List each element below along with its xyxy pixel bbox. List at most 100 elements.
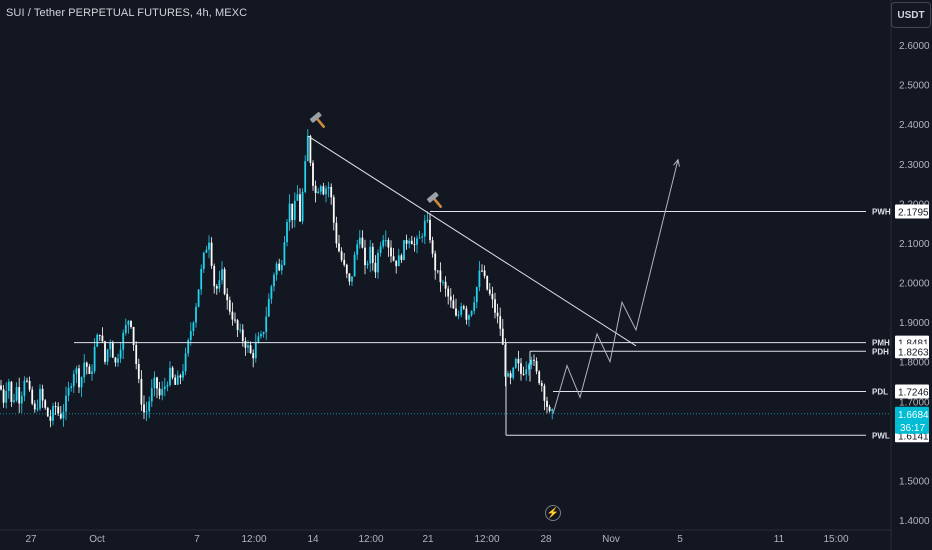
candle-body [400,255,403,260]
candle-body [262,332,265,335]
candle-body [249,345,252,354]
candle-body [332,197,335,223]
last-price-label: 1.6684 [898,410,929,421]
candle-body [309,136,312,163]
candle-body [182,371,184,378]
candle-body [499,316,502,329]
time-tick-label: 7 [194,534,200,545]
candle-body [270,286,273,299]
candle-body [319,186,322,192]
candle-body [340,251,343,260]
candle-body [512,367,515,378]
candle-body [361,237,364,248]
price-tick-label: 1.4000 [899,516,930,527]
candle-body [486,276,489,290]
candle-body [327,187,330,189]
candle-body [351,276,353,282]
price-tick-label: 2.3000 [899,160,930,171]
candle-body [205,249,208,253]
candle-body [135,345,138,364]
candle-body [119,349,122,359]
candle-body [280,264,283,271]
candle-body [148,401,151,412]
candle-body [429,219,431,241]
candle-body [275,263,278,275]
candle-body [397,255,400,267]
time-tick-label: 11 [774,534,785,545]
candle-body [176,375,179,385]
candle-body [132,327,135,345]
candle-body [127,320,130,325]
candle-body [405,240,408,244]
candle-body [317,191,320,194]
candle-body [247,345,249,348]
candle-body [239,329,242,331]
candle-body [540,383,543,386]
time-tick-label: 27 [25,534,37,545]
candle-body [28,381,31,390]
hammer-icon [426,191,443,209]
candle-body [431,240,434,254]
candle-body [335,222,338,244]
level-price-badge [895,344,929,359]
trendline [307,135,637,347]
candle-body [98,334,101,336]
hammer-handle [315,117,326,129]
candle-body [70,386,73,388]
candle-body [210,242,213,266]
candle-body [509,373,512,378]
candle-body [296,194,299,201]
candle-body [226,293,229,301]
candle-body [150,388,153,402]
lightning-icon[interactable]: ⚡ [545,505,561,521]
candle-body [52,406,54,421]
candle-body [236,320,239,330]
candle-body [39,388,41,409]
candle-body [514,358,517,368]
candle-body [330,187,333,198]
candle-body [377,252,379,273]
candle-body [166,385,169,387]
candle-body [106,349,109,362]
candle-body [273,274,275,287]
candle-body [546,400,548,407]
candle-body [364,247,366,266]
candle-body [200,269,203,290]
candle-body [535,360,538,372]
candle-body [387,240,390,248]
price-tick-label: 1.8000 [899,358,930,369]
candle-body [208,242,210,250]
candle-body [65,395,67,412]
candle-body [374,262,377,273]
time-tick-label: 14 [307,534,319,545]
level-price-label: 1.8263 [898,347,929,358]
candle-body [522,373,525,375]
candle-body [104,341,106,362]
candle-body [140,379,143,405]
level-tag-pdh: PDH [872,347,889,356]
candle-body [163,386,166,390]
candle-body [114,357,117,363]
candle-body [299,194,301,222]
level-price-label: 1.7246 [898,388,929,399]
level-price-label: 1.8481 [898,339,929,350]
candle-body [257,336,260,343]
candle-body [434,253,437,271]
candle-body [478,270,481,288]
candle-body [533,359,535,361]
candle-body [26,380,28,382]
candle-body [223,269,226,294]
candle-body [31,389,34,404]
hammer-head [309,111,322,123]
candle-body [286,222,288,243]
candle-body [18,387,21,404]
candle-body [41,388,44,401]
candle-body [124,324,127,333]
candle-body [465,308,468,320]
candle-body [491,293,494,300]
candle-body [288,203,291,223]
candle-body [468,315,470,320]
currency-button[interactable]: USDT [891,2,931,28]
candle-body [322,186,325,195]
